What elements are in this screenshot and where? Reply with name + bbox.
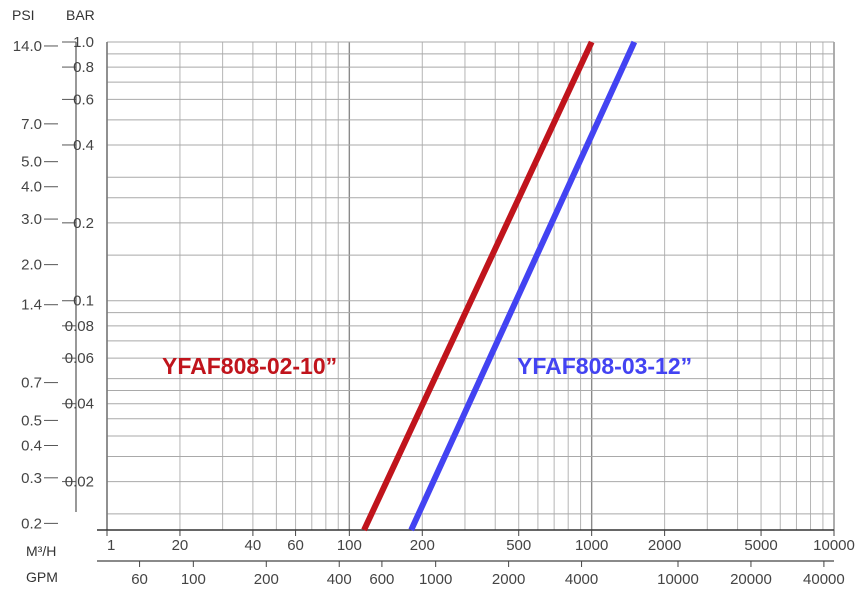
series (361, 40, 638, 532)
gpm-tick-label: 600 (369, 571, 394, 588)
bar-tick-label: 0.2 (73, 215, 94, 232)
psi-tick-label: 0.7 (21, 375, 42, 392)
m3h-tick-label: 1000 (575, 537, 608, 554)
gpm-tick-label: 4000 (565, 571, 598, 588)
bar-tick-label: 0.02 (65, 474, 94, 491)
m3h-tick-label: 200 (410, 537, 435, 554)
grid (106, 41, 835, 531)
bar-tick-label: 0.04 (65, 396, 94, 413)
m3h-tick-label: 60 (287, 537, 304, 554)
psi-tick-label: 0.2 (21, 515, 42, 532)
series-label-2: YFAF808-03-12” (517, 353, 692, 379)
psi-tick-label: 5.0 (21, 154, 42, 171)
psi-tick-label: 1.4 (21, 297, 42, 314)
gpm-tick-label: 100 (181, 571, 206, 588)
gpm-unit-label: GPM (26, 569, 58, 585)
bar-tick-label: 0.6 (73, 91, 94, 108)
gpm-tick-label: 40000 (803, 571, 845, 588)
gpm-tick-label: 60 (131, 571, 148, 588)
m3h-tick-label: 500 (506, 537, 531, 554)
psi-tick-label: 0.5 (21, 412, 42, 429)
psi-tick-label: 3.0 (21, 211, 42, 228)
gpm-tick-label: 1000 (419, 571, 452, 588)
gpm-tick-label: 20000 (730, 571, 772, 588)
bar-tick-label: 0.08 (65, 318, 94, 335)
m3h-tick-label: 40 (245, 537, 262, 554)
m3h-tick-label: 5000 (744, 537, 777, 554)
m3h-unit-label: M³/H (26, 543, 56, 559)
bar-tick-label: 0.8 (73, 59, 94, 76)
m3h-tick-label: 1 (107, 537, 115, 554)
axes (44, 41, 835, 567)
bar-tick-label: 1.0 (73, 34, 94, 51)
m3h-tick-label: 20 (172, 537, 189, 554)
m3h-tick-label: 10000 (813, 537, 855, 554)
psi-tick-label: 2.0 (21, 257, 42, 274)
psi-tick-label: 4.0 (21, 179, 42, 196)
bar-tick-label: 0.1 (73, 293, 94, 310)
bar-unit-label: BAR (66, 7, 95, 23)
psi-tick-label: 14.0 (13, 38, 42, 55)
gpm-tick-label: 2000 (492, 571, 525, 588)
series-line-1 (361, 40, 595, 532)
labels: PSI BAR M³/H GPM 1.0 0.8 0.6 0.4 0.2 0.1 0.08 0.06 0… (12, 7, 855, 588)
series-line-2 (408, 40, 638, 532)
m3h-tick-label: 100 (337, 537, 362, 554)
gpm-tick-label: 10000 (657, 571, 699, 588)
m3h-tick-label: 2000 (648, 537, 681, 554)
series-label-1: YFAF808-02-10” (162, 353, 337, 379)
psi-tick-label: 0.3 (21, 470, 42, 487)
bar-tick-label: 0.4 (73, 137, 94, 154)
bar-tick-label: 0.06 (65, 350, 94, 367)
psi-tick-label: 0.4 (21, 437, 42, 454)
psi-tick-label: 7.0 (21, 116, 42, 133)
gpm-tick-label: 400 (327, 571, 352, 588)
psi-unit-label: PSI (12, 7, 35, 23)
gpm-tick-label: 200 (254, 571, 279, 588)
